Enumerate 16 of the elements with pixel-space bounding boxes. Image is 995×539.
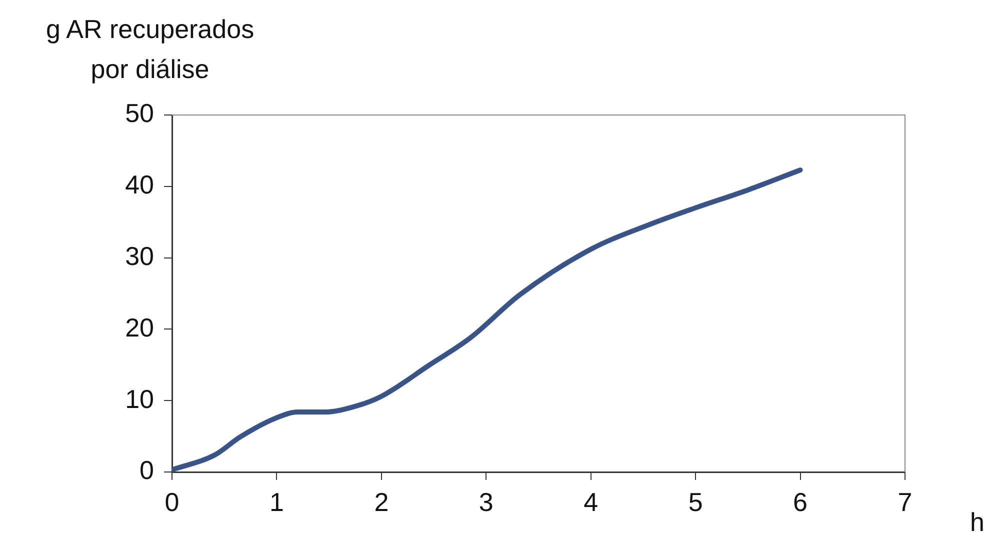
x-tick-label: 7: [898, 486, 912, 517]
y-tick-label: 30: [125, 240, 154, 271]
y-tick-label: 10: [125, 384, 154, 414]
x-axis-title: h: [970, 507, 984, 537]
x-tick-label: 3: [478, 486, 494, 517]
x-tick-label: 4: [584, 486, 598, 517]
x-tick-label: 6: [793, 486, 808, 517]
y-tick-label: 50: [125, 98, 154, 128]
x-tick-label: 0: [164, 486, 180, 517]
y-tick-label: 40: [125, 170, 154, 200]
x-tick-label: 1: [269, 486, 284, 517]
y-tick-label: 0: [140, 455, 154, 486]
y-axis-title: g AR recuperados por diálise: [46, 14, 254, 84]
x-tick-label: 5: [688, 486, 703, 517]
x-tick-label: 2: [374, 486, 389, 517]
y-tick-label: 20: [125, 312, 154, 342]
